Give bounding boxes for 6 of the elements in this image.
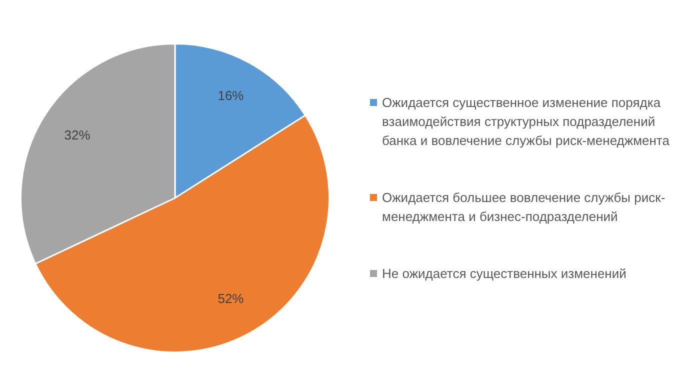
data-label: 52% (218, 290, 244, 306)
data-label: 16% (218, 88, 244, 104)
legend-label: Ожидается большее вовлечение службы риск-менеджмента и бизнес-подразделений (382, 189, 666, 226)
legend-label: Ожидается существенное изменение порядка взаимодействия структурных подразделений банка и вовлечение службы риск-менеджмента (382, 94, 670, 150)
data-label: 32% (64, 128, 91, 143)
legend-label: Не ожидается существенных изменений (382, 265, 626, 283)
